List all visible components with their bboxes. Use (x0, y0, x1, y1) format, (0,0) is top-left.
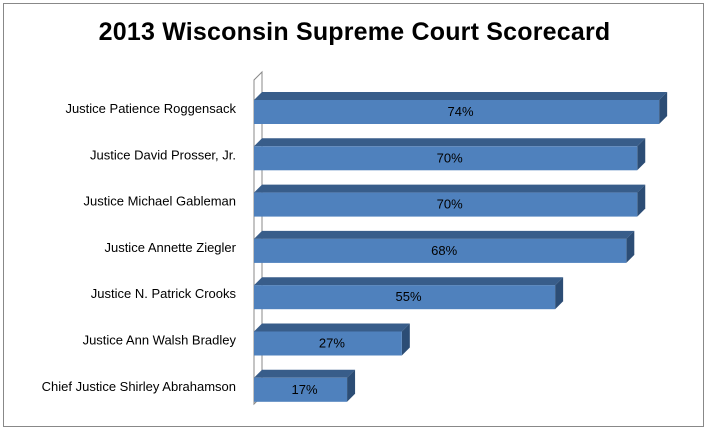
data-label: 55% (396, 289, 422, 304)
bar-top-face (254, 92, 668, 100)
data-label: 74% (448, 104, 474, 119)
data-label: 70% (437, 197, 463, 212)
bar-front-face (254, 238, 627, 263)
bar-front-face (254, 146, 638, 171)
bar-side-face (637, 138, 646, 171)
bar-top-face (254, 184, 646, 193)
bar-top-face (254, 277, 564, 286)
category-label: Justice Patience Roggensack (65, 101, 236, 116)
bar-side-face (659, 92, 668, 124)
bar-1 (254, 138, 646, 171)
bar-front-face (254, 285, 556, 310)
category-label: Justice Ann Walsh Bradley (83, 333, 237, 348)
bar-2 (254, 184, 646, 217)
bars-layer (254, 92, 668, 402)
bar-4 (254, 277, 564, 310)
bar-top-face (254, 138, 646, 147)
data-label: 17% (292, 382, 318, 397)
bar-side-face (347, 369, 356, 402)
bar-top-face (254, 369, 356, 378)
bar-front-face (254, 331, 402, 356)
bar-3 (254, 230, 635, 263)
bar-front-face (254, 192, 638, 217)
bar-side-face (626, 230, 635, 263)
labels-layer: 74% Justice Patience Roggensack 70% Justice… (42, 101, 474, 397)
category-label: Justice Michael Gableman (84, 194, 236, 209)
category-label: Justice N. Patrick Crooks (91, 286, 237, 301)
data-label: 27% (319, 336, 345, 351)
bar-front-face (254, 377, 348, 402)
bar-top-face (254, 323, 410, 332)
data-label: 70% (437, 150, 463, 165)
bar-front-face (254, 100, 660, 124)
bar-side-face (401, 323, 410, 356)
bar-top-face (254, 230, 635, 239)
data-label: 68% (431, 243, 457, 258)
bar-side-face (555, 277, 564, 310)
bar-6 (254, 369, 356, 402)
bar-5 (254, 323, 410, 356)
bar-0 (254, 92, 668, 124)
bar-side-face (637, 184, 646, 217)
category-label: Justice Annette Ziegler (104, 240, 236, 255)
chart-title: 2013 Wisconsin Supreme Court Scorecard (98, 18, 611, 46)
category-label: Chief Justice Shirley Abrahamson (42, 379, 236, 394)
category-label: Justice David Prosser, Jr. (90, 147, 236, 162)
